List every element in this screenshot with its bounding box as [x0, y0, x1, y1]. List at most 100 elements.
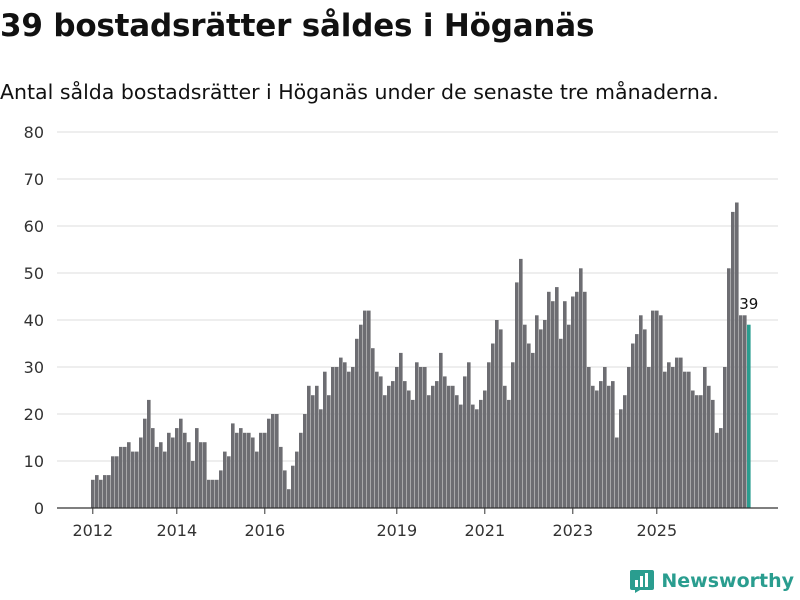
bar: [719, 428, 723, 508]
bar: [671, 367, 675, 508]
bar: [339, 357, 343, 508]
bar: [579, 268, 583, 508]
x-tick-label: 2014: [156, 521, 197, 540]
bar: [527, 343, 531, 508]
bar: [327, 395, 331, 508]
bar: [271, 414, 275, 508]
bar: [667, 362, 671, 508]
bar: [551, 301, 555, 508]
bar: [515, 282, 519, 508]
bar: [547, 291, 551, 508]
y-tick-label: 20: [24, 405, 44, 424]
y-tick-label: 50: [24, 264, 44, 283]
bar: [567, 324, 571, 508]
bar: [251, 437, 255, 508]
bar: [115, 456, 119, 508]
bar: [607, 385, 611, 508]
bar: [611, 381, 615, 508]
bar: [559, 338, 563, 508]
bar: [587, 367, 591, 508]
bar: [683, 371, 687, 508]
bar: [195, 428, 199, 508]
brand-logo: Newsworthy: [629, 568, 794, 594]
bar: [163, 451, 167, 508]
bar: [595, 390, 599, 508]
y-tick-label: 70: [24, 170, 44, 189]
bar: [727, 268, 731, 508]
y-tick-label: 80: [24, 123, 44, 142]
bar: [215, 479, 219, 508]
bar: [679, 357, 683, 508]
bar: [471, 404, 475, 508]
bar: [127, 442, 131, 508]
bar: [731, 211, 735, 508]
bar: [279, 446, 283, 508]
bar: [263, 432, 267, 508]
bar: [411, 399, 415, 508]
bar: [563, 301, 567, 508]
bar: [647, 367, 651, 508]
x-tick-label: 2025: [636, 521, 677, 540]
y-tick-label: 60: [24, 217, 44, 236]
bar: [255, 451, 259, 508]
bar: [655, 310, 659, 508]
bar: [619, 409, 623, 508]
bar: [343, 362, 347, 508]
bar: [491, 343, 495, 508]
y-tick-label: 0: [34, 499, 44, 518]
bar: [475, 409, 479, 508]
bar: [503, 385, 507, 508]
x-tick-label: 2012: [72, 521, 113, 540]
bar: [123, 446, 127, 508]
bar: [239, 428, 243, 508]
bar: [423, 367, 427, 508]
bar: [723, 367, 727, 508]
bar: [355, 338, 359, 508]
bar: [431, 385, 435, 508]
x-tick-label: 2016: [244, 521, 285, 540]
bar: [467, 362, 471, 508]
bar: [615, 437, 619, 508]
bar: [439, 352, 443, 508]
bar: [451, 385, 455, 508]
bar: [479, 399, 483, 508]
bar: [711, 399, 715, 508]
bar: [663, 371, 667, 508]
bar: [659, 315, 663, 508]
bar: [651, 310, 655, 508]
bar: [223, 451, 227, 508]
bar: [319, 409, 323, 508]
bar: [635, 334, 639, 508]
bar: [155, 446, 159, 508]
bar: [363, 310, 367, 508]
bar: [235, 432, 239, 508]
bar: [743, 315, 747, 508]
bar: [571, 296, 575, 508]
bar: [375, 371, 379, 508]
bar: [695, 395, 699, 508]
bar: [455, 395, 459, 508]
bar: [191, 461, 195, 508]
bar: [519, 258, 523, 508]
bar: [171, 437, 175, 508]
bar: [523, 324, 527, 508]
bar: [403, 381, 407, 508]
bar: [91, 479, 95, 508]
bar: [111, 456, 115, 508]
chart-title: 39 bostadsrätter såldes i Höganäs: [0, 8, 595, 44]
bar: [391, 381, 395, 508]
chart-subtitle: Antal sålda bostadsrätter i Höganäs unde…: [0, 80, 719, 104]
bar: [459, 404, 463, 508]
bar: [599, 381, 603, 508]
bar: [99, 479, 103, 508]
bar: [507, 399, 511, 508]
bar: [187, 442, 191, 508]
bar: [159, 442, 163, 508]
bar: [399, 352, 403, 508]
bar: [219, 470, 223, 508]
bar: [283, 470, 287, 508]
bar: [627, 367, 631, 508]
bar: [535, 315, 539, 508]
bar: [419, 367, 423, 508]
bar: [275, 414, 279, 508]
